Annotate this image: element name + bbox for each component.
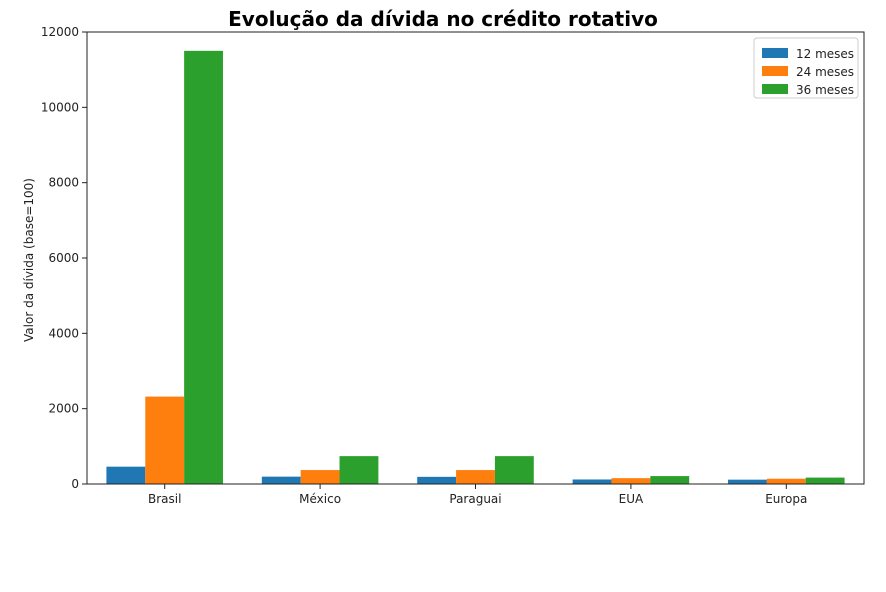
y-tick-label: 4000 xyxy=(48,326,79,340)
bar-brasil-0 xyxy=(106,466,146,484)
bar-méxico-0 xyxy=(261,476,301,484)
bar-paraguai-1 xyxy=(456,470,495,484)
x-tick-label: EUA xyxy=(619,492,644,506)
y-tick-label: 10000 xyxy=(41,100,79,114)
x-tick-label: México xyxy=(299,492,341,506)
legend-swatch xyxy=(762,84,788,94)
bar-europa-0 xyxy=(728,479,767,484)
bar-brasil-2 xyxy=(184,50,223,484)
bar-méxico-1 xyxy=(300,470,340,484)
y-tick-label: 2000 xyxy=(48,402,79,416)
bar-paraguai-2 xyxy=(494,456,534,484)
y-tick-label: 12000 xyxy=(41,25,79,39)
bar-méxico-2 xyxy=(339,456,379,484)
y-tick-label: 0 xyxy=(71,477,79,491)
legend-swatch xyxy=(762,48,788,58)
legend-label: 12 meses xyxy=(796,47,854,61)
plot-area: 0 2000 4000 6000 8000 10000 12000 Brasil México P… xyxy=(41,25,865,506)
bar-eua-2 xyxy=(650,476,690,484)
x-tick-label: Europa xyxy=(765,492,807,506)
bar-eua-1 xyxy=(611,478,651,484)
y-axis-label: Valor da dívida (base=100) xyxy=(22,178,36,342)
bar-eua-0 xyxy=(572,479,612,484)
bar-europa-2 xyxy=(805,477,845,484)
legend-swatch xyxy=(762,66,788,76)
x-tick-label: Paraguai xyxy=(449,492,501,506)
legend-label: 24 meses xyxy=(796,65,854,79)
y-tick-label: 6000 xyxy=(48,251,79,265)
bar-paraguai-0 xyxy=(417,476,457,484)
legend-label: 36 meses xyxy=(796,83,854,97)
legend: 12 meses 24 meses 36 meses xyxy=(753,37,859,99)
y-tick-label: 8000 xyxy=(48,176,79,190)
x-tick-label: Brasil xyxy=(148,492,181,506)
bar-brasil-1 xyxy=(145,396,185,484)
chart-title: Evolução da dívida no crédito rotativo xyxy=(228,7,658,31)
bar-europa-1 xyxy=(766,478,806,484)
